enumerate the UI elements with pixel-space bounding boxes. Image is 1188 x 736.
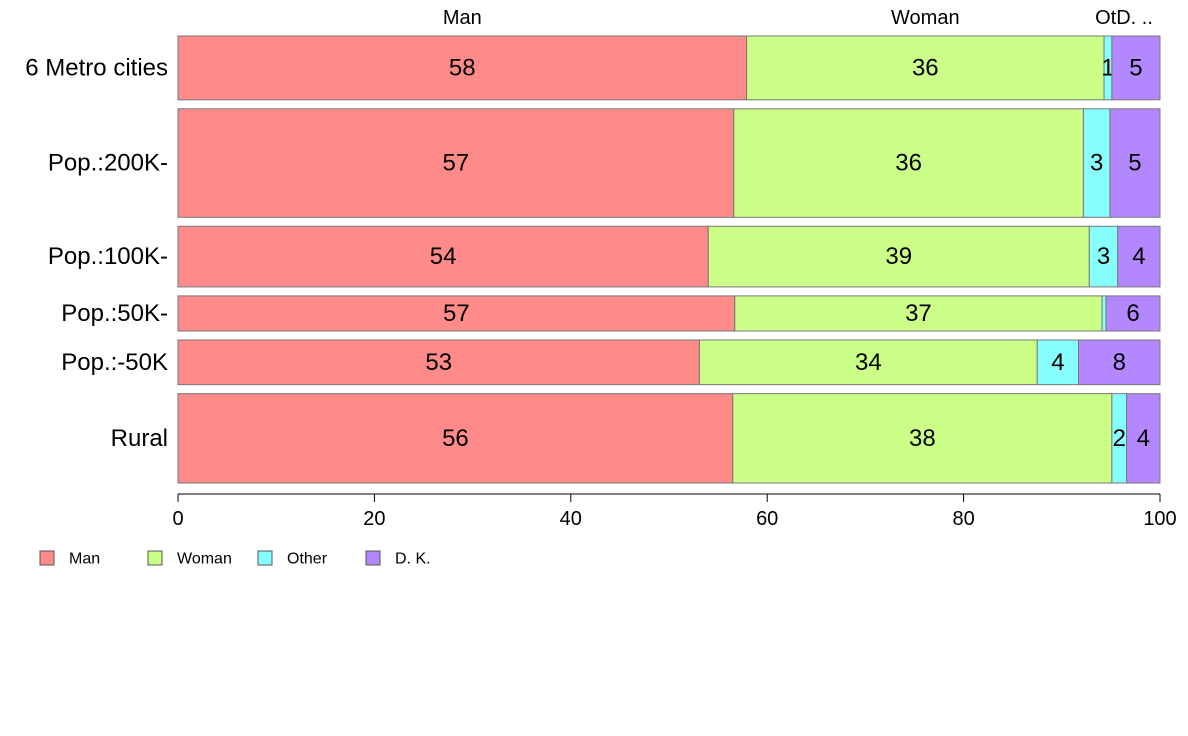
data-label: 39 <box>885 243 912 270</box>
data-label: 5 <box>1129 54 1142 81</box>
bar-segment <box>177 393 734 484</box>
data-label: 4 <box>1051 349 1064 376</box>
x-axis: 0 20 40 60 80 100 <box>172 493 1177 530</box>
legend-label: Woman <box>177 551 232 568</box>
data-label: 2 <box>1113 425 1126 452</box>
top-label: Man <box>443 7 482 29</box>
bar-segment <box>707 225 1090 288</box>
legend-label: D. K. <box>395 551 431 568</box>
bar-segment <box>1109 108 1161 218</box>
legend-swatch <box>365 550 381 566</box>
data-label: 56 <box>442 425 469 452</box>
bar-segment <box>1082 108 1111 218</box>
legend: Man Woman Other D. K. <box>39 550 431 568</box>
data-label: 8 <box>1113 349 1126 376</box>
bar-segment <box>733 108 1084 218</box>
row-label: Pop.:-50K <box>61 349 168 376</box>
bar-segment <box>1117 225 1161 288</box>
row-label: Pop.:200K- <box>48 150 168 177</box>
legend-label: Man <box>69 551 100 568</box>
top-label: OtD. .. <box>1095 7 1153 29</box>
bar-segment <box>698 339 1038 386</box>
top-labels: Man Woman OtD. .. <box>443 7 1153 29</box>
bar-segment <box>1036 339 1079 386</box>
data-label: 4 <box>1137 425 1150 452</box>
bar-segment <box>1077 339 1161 386</box>
data-label: 4 <box>1132 243 1145 270</box>
bar-segment <box>746 35 1105 101</box>
data-label: 3 <box>1097 243 1110 270</box>
legend-swatch <box>257 550 273 566</box>
x-tick-label: 100 <box>1143 508 1176 530</box>
bars: 58 36 1 557 36 3 554 39 3 457 37 653 34 4 856 38 2 4 <box>177 35 1161 484</box>
bar-segment <box>1126 393 1161 484</box>
bar-segment <box>177 108 735 218</box>
row-label: Pop.:100K- <box>48 243 168 270</box>
bar-segment <box>177 225 709 288</box>
data-label: 36 <box>912 54 939 81</box>
data-label: 3 <box>1090 150 1103 177</box>
x-tick-label: 40 <box>560 508 582 530</box>
legend-label: Other <box>287 551 328 568</box>
bar-segment <box>734 295 1103 332</box>
data-label: 37 <box>905 300 932 327</box>
bar-segment <box>732 393 1113 484</box>
data-label: 1 <box>1101 54 1114 81</box>
top-label: Woman <box>891 7 960 29</box>
row-label: Rural <box>111 425 168 452</box>
row-labels: 6 Metro cities Pop.:200K- Pop.:100K- Pop.:5… <box>25 54 168 451</box>
bar-segment <box>177 339 700 386</box>
bar-segment <box>1105 295 1161 332</box>
data-label: 6 <box>1126 300 1139 327</box>
data-label: 5 <box>1128 150 1141 177</box>
data-label: 57 <box>443 300 470 327</box>
x-tick-label: 0 <box>172 508 183 530</box>
row-label: Pop.:50K- <box>61 300 168 327</box>
legend-swatch <box>39 550 55 566</box>
bar-segment <box>1101 295 1107 332</box>
legend-swatch <box>147 550 163 566</box>
bar-segment <box>177 35 748 101</box>
data-label: 34 <box>855 349 882 376</box>
x-tick-label: 20 <box>363 508 385 530</box>
data-label: 58 <box>449 54 476 81</box>
bar-segment <box>1111 35 1161 101</box>
data-label: 57 <box>443 150 470 177</box>
data-label: 38 <box>909 425 936 452</box>
data-label: 36 <box>895 150 922 177</box>
x-tick-label: 60 <box>756 508 778 530</box>
data-label: 53 <box>425 349 452 376</box>
bar-segment <box>177 295 736 332</box>
row-label: 6 Metro cities <box>25 54 168 81</box>
data-label: 54 <box>430 243 457 270</box>
x-tick-label: 80 <box>952 508 974 530</box>
